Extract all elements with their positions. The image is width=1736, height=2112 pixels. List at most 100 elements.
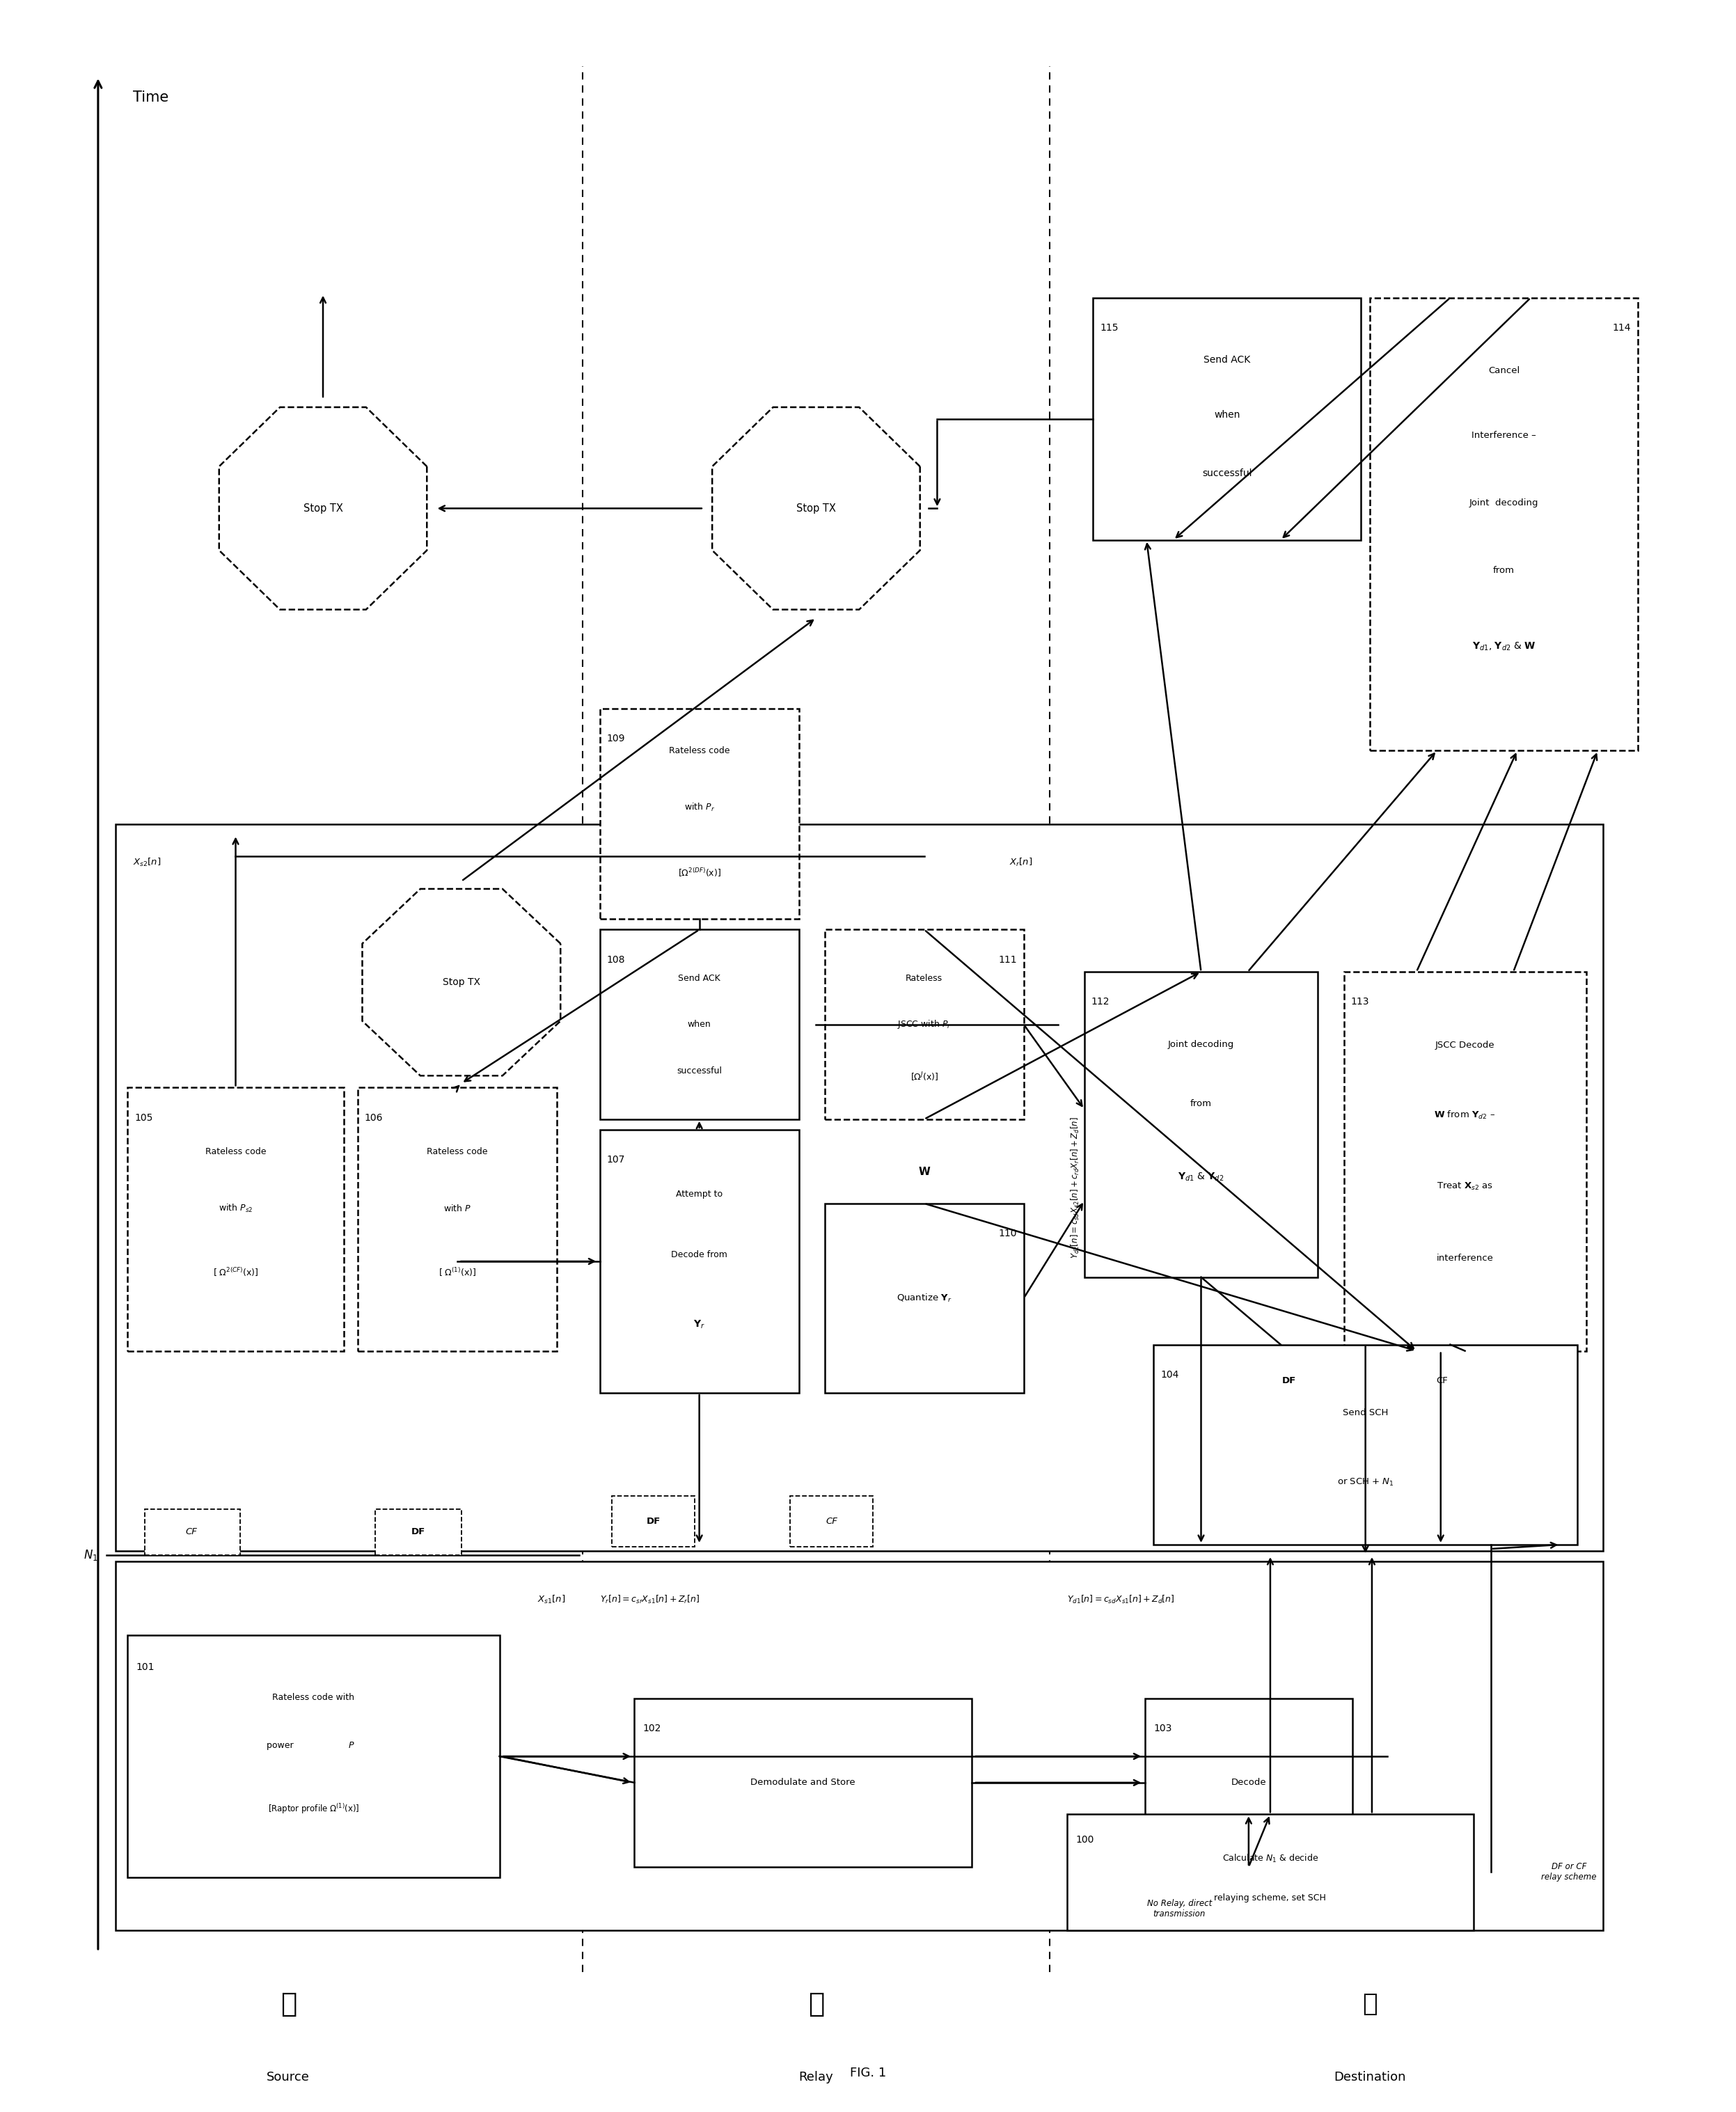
Text: $X_{s2}[n]$: $X_{s2}[n]$	[132, 857, 161, 868]
Text: with $P_r$: with $P_r$	[684, 803, 715, 813]
Text: 105: 105	[134, 1113, 153, 1124]
Text: $\mathbf{Y}_{d1}$, $\mathbf{Y}_{d2}$ & $\mathbf{W}$: $\mathbf{Y}_{d1}$, $\mathbf{Y}_{d2}$ & $…	[1472, 640, 1536, 653]
Text: or SCH + $N_1$: or SCH + $N_1$	[1337, 1476, 1394, 1487]
Text: $Y_{d1}[n]=c_{sd}X_{s1}[n]+Z_d[n]$: $Y_{d1}[n]=c_{sd}X_{s1}[n]+Z_d[n]$	[1068, 1595, 1175, 1605]
Text: Destination: Destination	[1333, 2072, 1406, 2085]
Text: Treat $\mathbf{X}_{s2}$ as: Treat $\mathbf{X}_{s2}$ as	[1437, 1181, 1493, 1191]
Text: 103: 103	[1153, 1723, 1172, 1734]
FancyBboxPatch shape	[611, 1495, 694, 1546]
FancyBboxPatch shape	[144, 1508, 240, 1554]
Polygon shape	[712, 408, 920, 610]
Text: DF: DF	[646, 1516, 660, 1527]
FancyBboxPatch shape	[1370, 298, 1639, 750]
FancyBboxPatch shape	[115, 824, 1604, 1550]
Text: Stop TX: Stop TX	[443, 978, 481, 986]
Text: $P$: $P$	[349, 1740, 354, 1751]
FancyBboxPatch shape	[825, 929, 1024, 1119]
Text: Cancel: Cancel	[1488, 365, 1519, 376]
FancyBboxPatch shape	[601, 708, 799, 919]
Text: DF or CF
relay scheme: DF or CF relay scheme	[1542, 1863, 1597, 1882]
Text: 102: 102	[642, 1723, 661, 1734]
Text: [ $\Omega^{2(CF)}$(x)]: [ $\Omega^{2(CF)}$(x)]	[214, 1265, 259, 1278]
Text: Decode from: Decode from	[672, 1250, 727, 1259]
Text: Send ACK: Send ACK	[679, 974, 720, 982]
Text: Interference –: Interference –	[1472, 431, 1536, 439]
Text: $X_r[n]$: $X_r[n]$	[1009, 857, 1033, 868]
Text: FIG. 1: FIG. 1	[851, 2068, 885, 2080]
Text: Decode: Decode	[1231, 1778, 1266, 1787]
Text: [ $\Omega^{(1)}$(x)]: [ $\Omega^{(1)}$(x)]	[437, 1265, 476, 1278]
Text: Calculate $N_1$ & decide: Calculate $N_1$ & decide	[1222, 1852, 1318, 1865]
Text: Rateless code: Rateless code	[205, 1147, 266, 1157]
Text: successful: successful	[1201, 469, 1252, 479]
FancyBboxPatch shape	[127, 1088, 344, 1352]
Text: No Relay, direct
transmission: No Relay, direct transmission	[1147, 1899, 1212, 1920]
Text: 104: 104	[1160, 1371, 1179, 1379]
Text: 📱: 📱	[279, 1992, 297, 2017]
Text: $\mathbf{W}$ from $\mathbf{Y}_{d2}$ –: $\mathbf{W}$ from $\mathbf{Y}_{d2}$ –	[1434, 1109, 1496, 1121]
Text: with $P_{s2}$: with $P_{s2}$	[219, 1204, 253, 1214]
Text: from: from	[1191, 1098, 1212, 1109]
Text: Send ACK: Send ACK	[1203, 355, 1250, 365]
Text: Rateless code: Rateless code	[668, 746, 729, 756]
Text: successful: successful	[677, 1067, 722, 1075]
Text: 111: 111	[998, 955, 1017, 965]
Text: 🗼: 🗼	[1363, 1992, 1377, 2015]
FancyBboxPatch shape	[1085, 972, 1318, 1278]
FancyBboxPatch shape	[790, 1495, 873, 1546]
Text: Demodulate and Store: Demodulate and Store	[750, 1778, 856, 1787]
Text: Stop TX: Stop TX	[797, 503, 837, 513]
Polygon shape	[363, 889, 561, 1075]
FancyBboxPatch shape	[825, 1204, 1024, 1394]
Text: 109: 109	[608, 733, 625, 743]
Text: $Y_r[n]=c_{sr}X_{s1}[n]+Z_r[n]$: $Y_r[n]=c_{sr}X_{s1}[n]+Z_r[n]$	[601, 1595, 700, 1605]
Text: 📡: 📡	[807, 1992, 825, 2017]
Text: $\mathbf{Y}_{d1}$ & $\mathbf{Y}_{d2}$: $\mathbf{Y}_{d1}$ & $\mathbf{Y}_{d2}$	[1179, 1172, 1224, 1183]
Text: 106: 106	[365, 1113, 384, 1124]
Text: $\mathbf{Y}_r$: $\mathbf{Y}_r$	[693, 1318, 705, 1331]
FancyBboxPatch shape	[375, 1508, 462, 1554]
Text: 101: 101	[135, 1662, 155, 1673]
FancyBboxPatch shape	[1153, 1345, 1578, 1544]
Text: 110: 110	[998, 1229, 1017, 1238]
Text: 113: 113	[1351, 997, 1370, 1007]
Text: Joint decoding: Joint decoding	[1168, 1039, 1234, 1050]
Text: relaying scheme, set SCH: relaying scheme, set SCH	[1213, 1892, 1326, 1903]
Text: 107: 107	[608, 1155, 625, 1164]
Text: Source: Source	[267, 2072, 311, 2085]
Text: [$\Omega^J$(x)]: [$\Omega^J$(x)]	[910, 1071, 937, 1083]
FancyBboxPatch shape	[1094, 298, 1361, 541]
FancyBboxPatch shape	[601, 1130, 799, 1394]
Text: [$\Omega^{2(DF)}$(x)]: [$\Omega^{2(DF)}$(x)]	[677, 866, 720, 879]
Text: Attempt to: Attempt to	[675, 1189, 722, 1198]
Text: $\mathbf{W}$: $\mathbf{W}$	[918, 1166, 930, 1176]
Text: 108: 108	[608, 955, 625, 965]
Text: when: when	[1213, 410, 1240, 420]
Text: interference: interference	[1436, 1255, 1493, 1263]
Text: Send SCH: Send SCH	[1342, 1409, 1389, 1417]
Text: 115: 115	[1101, 323, 1118, 334]
Text: when: when	[687, 1020, 712, 1029]
Text: power: power	[267, 1740, 297, 1751]
FancyBboxPatch shape	[1144, 1698, 1352, 1867]
Text: Rateless code: Rateless code	[427, 1147, 488, 1157]
Text: Quantize $\mathbf{Y}_r$: Quantize $\mathbf{Y}_r$	[896, 1293, 951, 1303]
Text: CF: CF	[826, 1516, 837, 1527]
Text: 114: 114	[1613, 323, 1632, 334]
FancyBboxPatch shape	[127, 1635, 500, 1878]
FancyBboxPatch shape	[1068, 1814, 1474, 1930]
Text: 100: 100	[1076, 1835, 1094, 1846]
Text: JSCC Decode: JSCC Decode	[1436, 1041, 1495, 1050]
Text: DF: DF	[411, 1527, 425, 1538]
FancyBboxPatch shape	[358, 1088, 557, 1352]
Text: JSCC with $P_r$: JSCC with $P_r$	[898, 1018, 951, 1031]
Text: [Raptor profile $\Omega^{(1)}$(x)]: [Raptor profile $\Omega^{(1)}$(x)]	[267, 1802, 359, 1816]
Text: Rateless: Rateless	[906, 974, 943, 982]
Text: $X_{s1}[n]$: $X_{s1}[n]$	[536, 1595, 566, 1605]
FancyBboxPatch shape	[634, 1698, 972, 1867]
Text: Stop TX: Stop TX	[304, 503, 342, 513]
FancyBboxPatch shape	[1344, 972, 1587, 1352]
FancyBboxPatch shape	[115, 1561, 1604, 1930]
Text: Joint  decoding: Joint decoding	[1469, 498, 1538, 507]
Text: Rateless code with: Rateless code with	[273, 1694, 354, 1702]
